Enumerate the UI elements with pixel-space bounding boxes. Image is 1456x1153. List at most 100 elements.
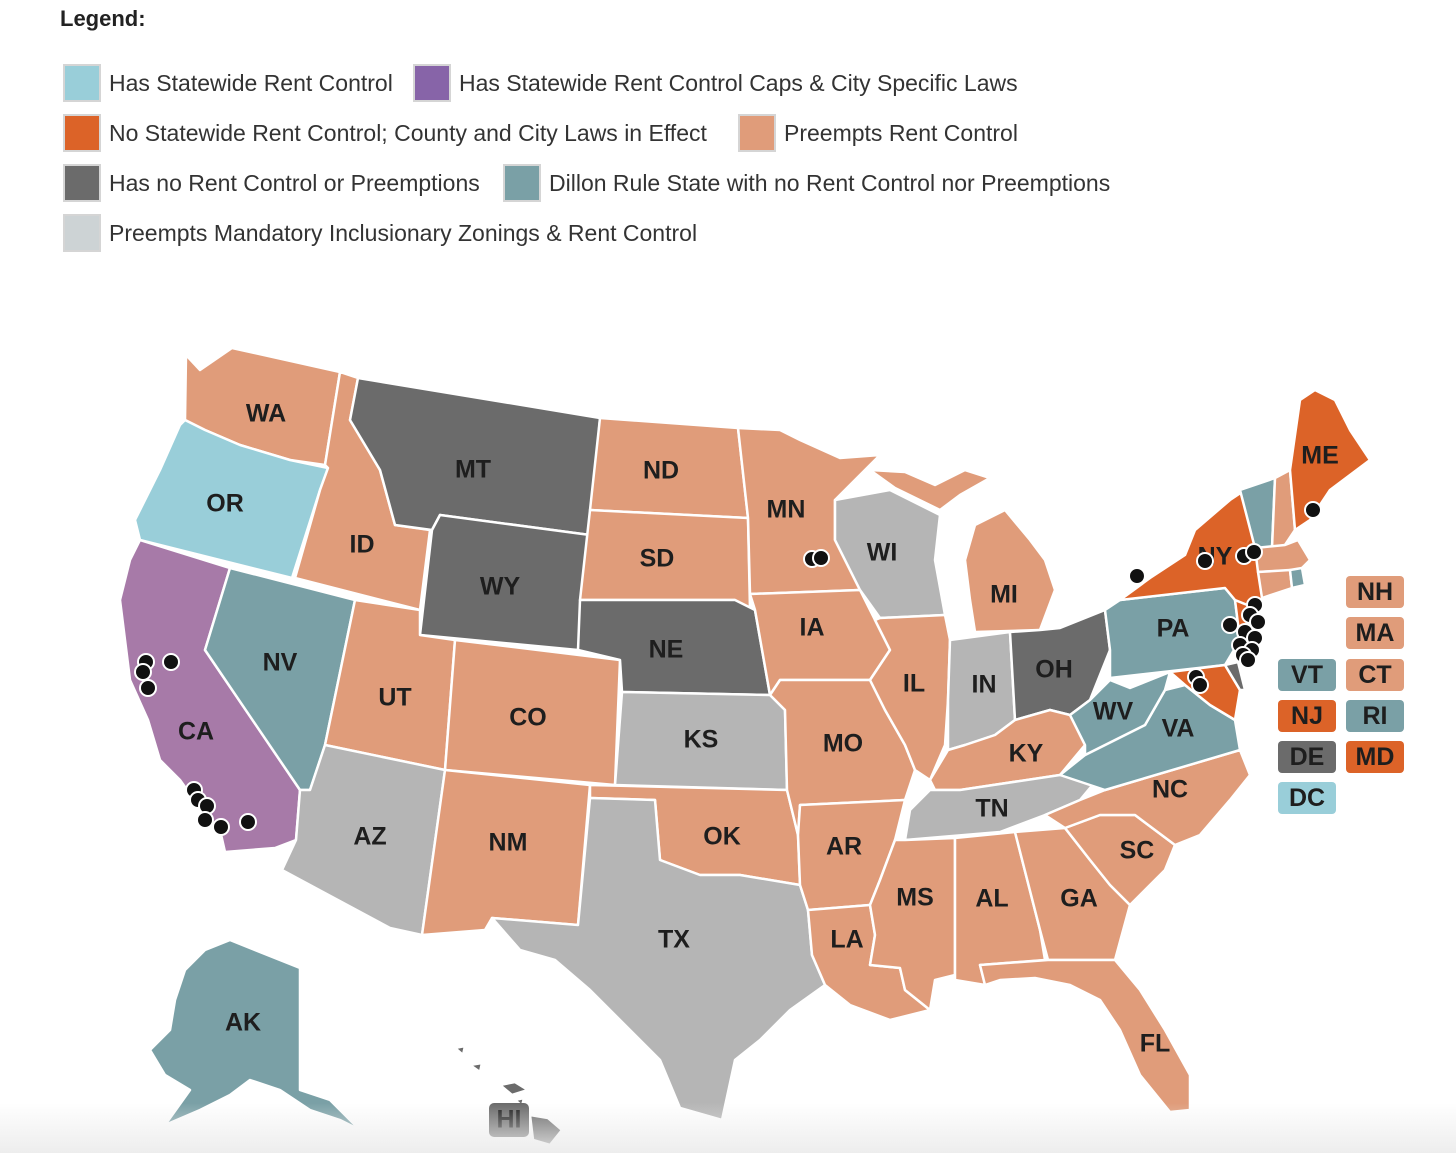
label-nv: NV	[263, 649, 298, 677]
city-dot[interactable]	[1245, 543, 1263, 561]
legend-item-caps-city: Has Statewide Rent Control Caps & City S…	[413, 62, 1018, 104]
label-az: AZ	[353, 823, 386, 851]
label-wy: WY	[480, 573, 521, 601]
state-mo[interactable]	[768, 678, 917, 837]
legend-swatch	[63, 214, 101, 252]
legend-item-statewide: Has Statewide Rent Control	[63, 62, 393, 104]
city-dot[interactable]	[1196, 552, 1214, 570]
legend-label: Has no Rent Control or Preemptions	[109, 169, 480, 196]
legend-swatch	[738, 114, 776, 152]
box-ri[interactable]: RI	[1346, 700, 1404, 732]
us-map: WA OR CA ID NV MT WY UT AZ CO NM ND SD N…	[118, 346, 1372, 1147]
city-dot[interactable]	[196, 811, 214, 829]
legend-swatch	[63, 64, 101, 102]
label-in: IN	[972, 671, 997, 699]
legend-label: Preempts Rent Control	[784, 119, 1018, 146]
label-sc: SC	[1120, 837, 1155, 865]
label-sd: SD	[640, 545, 675, 573]
city-markers	[134, 501, 1322, 836]
legend-title: Legend:	[60, 6, 146, 31]
legend-label: Has Statewide Rent Control Caps & City S…	[459, 69, 1018, 96]
label-mo: MO	[823, 730, 863, 758]
city-dot[interactable]	[1304, 501, 1322, 519]
label-or: OR	[206, 490, 244, 518]
label-nd: ND	[643, 457, 679, 485]
legend-item-none: Has no Rent Control or Preemptions	[63, 162, 480, 204]
legend-label: No Statewide Rent Control; County and Ci…	[109, 119, 707, 146]
state-tx[interactable]	[490, 796, 827, 1122]
label-al: AL	[975, 885, 1008, 913]
label-ms: MS	[896, 884, 934, 912]
city-dot[interactable]	[162, 653, 180, 671]
legend-label: Preempts Mandatory Inclusionary Zonings …	[109, 219, 698, 246]
city-dot[interactable]	[1239, 651, 1257, 669]
state-me[interactable]	[1288, 388, 1372, 532]
box-ct[interactable]: CT	[1346, 659, 1404, 691]
label-tn: TN	[975, 795, 1008, 823]
state-ri[interactable]	[1288, 566, 1307, 590]
label-wi: WI	[867, 539, 898, 567]
bottom-fade	[0, 1103, 1456, 1153]
city-dot[interactable]	[139, 679, 157, 697]
state-nc[interactable]	[1043, 748, 1252, 847]
legend-swatch	[63, 114, 101, 152]
state-ct[interactable]	[1256, 568, 1294, 600]
state-wy[interactable]	[418, 513, 592, 652]
state-nh[interactable]	[1270, 468, 1297, 550]
box-nj[interactable]: NJ	[1278, 700, 1336, 732]
state-hi-islands[interactable]	[453, 1044, 530, 1108]
label-la: LA	[830, 926, 863, 954]
label-ca: CA	[178, 718, 214, 746]
label-mn: MN	[767, 496, 806, 524]
label-il: IL	[903, 670, 925, 698]
label-tx: TX	[658, 926, 690, 954]
state-or[interactable]	[133, 418, 330, 580]
label-oh: OH	[1035, 656, 1073, 684]
state-mi-up[interactable]	[868, 468, 992, 512]
label-wv: WV	[1093, 698, 1134, 726]
label-co: CO	[509, 704, 547, 732]
label-ne: NE	[649, 636, 684, 664]
legend-label: Has Statewide Rent Control	[109, 69, 393, 96]
city-dot[interactable]	[1191, 676, 1209, 694]
state-wv[interactable]	[1068, 670, 1172, 757]
box-vt[interactable]: VT	[1278, 659, 1336, 691]
label-ga: GA	[1060, 885, 1098, 913]
state-de[interactable]	[1223, 660, 1247, 692]
legend-swatch	[63, 164, 101, 202]
label-me: ME	[1301, 442, 1339, 470]
label-pa: PA	[1157, 615, 1190, 643]
label-ut: UT	[378, 684, 411, 712]
city-dot[interactable]	[239, 813, 257, 831]
label-ak: AK	[225, 1009, 261, 1037]
box-de[interactable]: DE	[1278, 741, 1336, 773]
state-fl[interactable]	[978, 958, 1192, 1114]
box-md[interactable]: MD	[1346, 741, 1404, 773]
label-wa: WA	[246, 400, 286, 428]
label-ky: KY	[1009, 740, 1044, 768]
legend-label: Dillon Rule State with no Rent Control n…	[549, 169, 1111, 196]
label-ks: KS	[684, 726, 719, 754]
city-dot[interactable]	[1128, 567, 1146, 585]
legend-item-preempts-miz: Preempts Mandatory Inclusionary Zonings …	[63, 212, 697, 254]
label-nc: NC	[1152, 776, 1188, 804]
city-dot[interactable]	[812, 549, 830, 567]
city-dot[interactable]	[212, 818, 230, 836]
label-va: VA	[1162, 715, 1195, 743]
legend-swatch	[503, 164, 541, 202]
label-fl: FL	[1140, 1030, 1171, 1058]
label-ok: OK	[703, 823, 741, 851]
state-mi[interactable]	[963, 508, 1057, 634]
box-ma[interactable]: MA	[1346, 617, 1404, 649]
label-id: ID	[350, 531, 375, 559]
city-dot[interactable]	[1221, 616, 1239, 634]
box-nh[interactable]: NH	[1346, 576, 1404, 608]
legend-swatch	[413, 64, 451, 102]
label-ar: AR	[826, 833, 862, 861]
legend-item-local-laws: No Statewide Rent Control; County and Ci…	[63, 112, 707, 154]
label-nm: NM	[489, 829, 528, 857]
legend-item-dillon: Dillon Rule State with no Rent Control n…	[503, 162, 1110, 204]
city-dot[interactable]	[134, 663, 152, 681]
box-dc[interactable]: DC	[1278, 782, 1336, 814]
label-ia: IA	[800, 614, 825, 642]
